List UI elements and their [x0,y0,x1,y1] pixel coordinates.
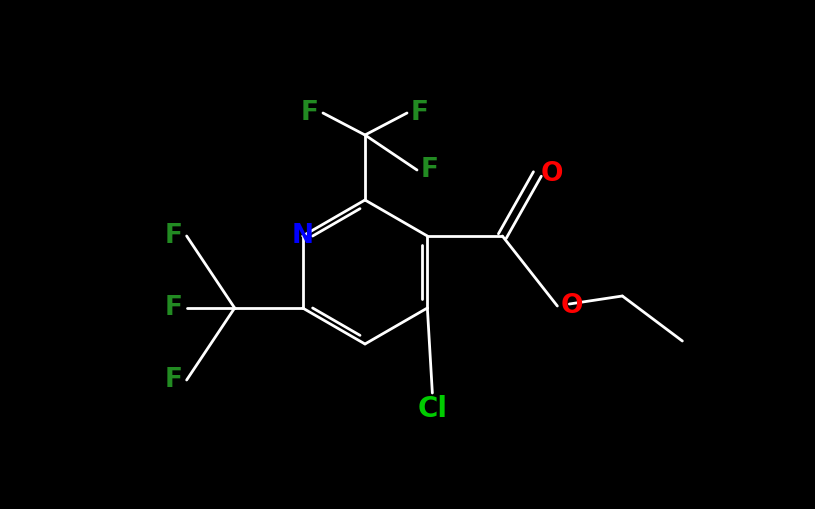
Text: F: F [301,100,319,126]
Text: F: F [165,367,183,393]
Text: O: O [561,293,584,319]
Text: F: F [165,223,183,249]
Text: F: F [165,295,183,321]
Text: N: N [292,223,314,249]
Text: F: F [421,157,439,183]
Text: F: F [411,100,429,126]
Text: O: O [541,161,564,187]
Text: Cl: Cl [417,395,447,423]
